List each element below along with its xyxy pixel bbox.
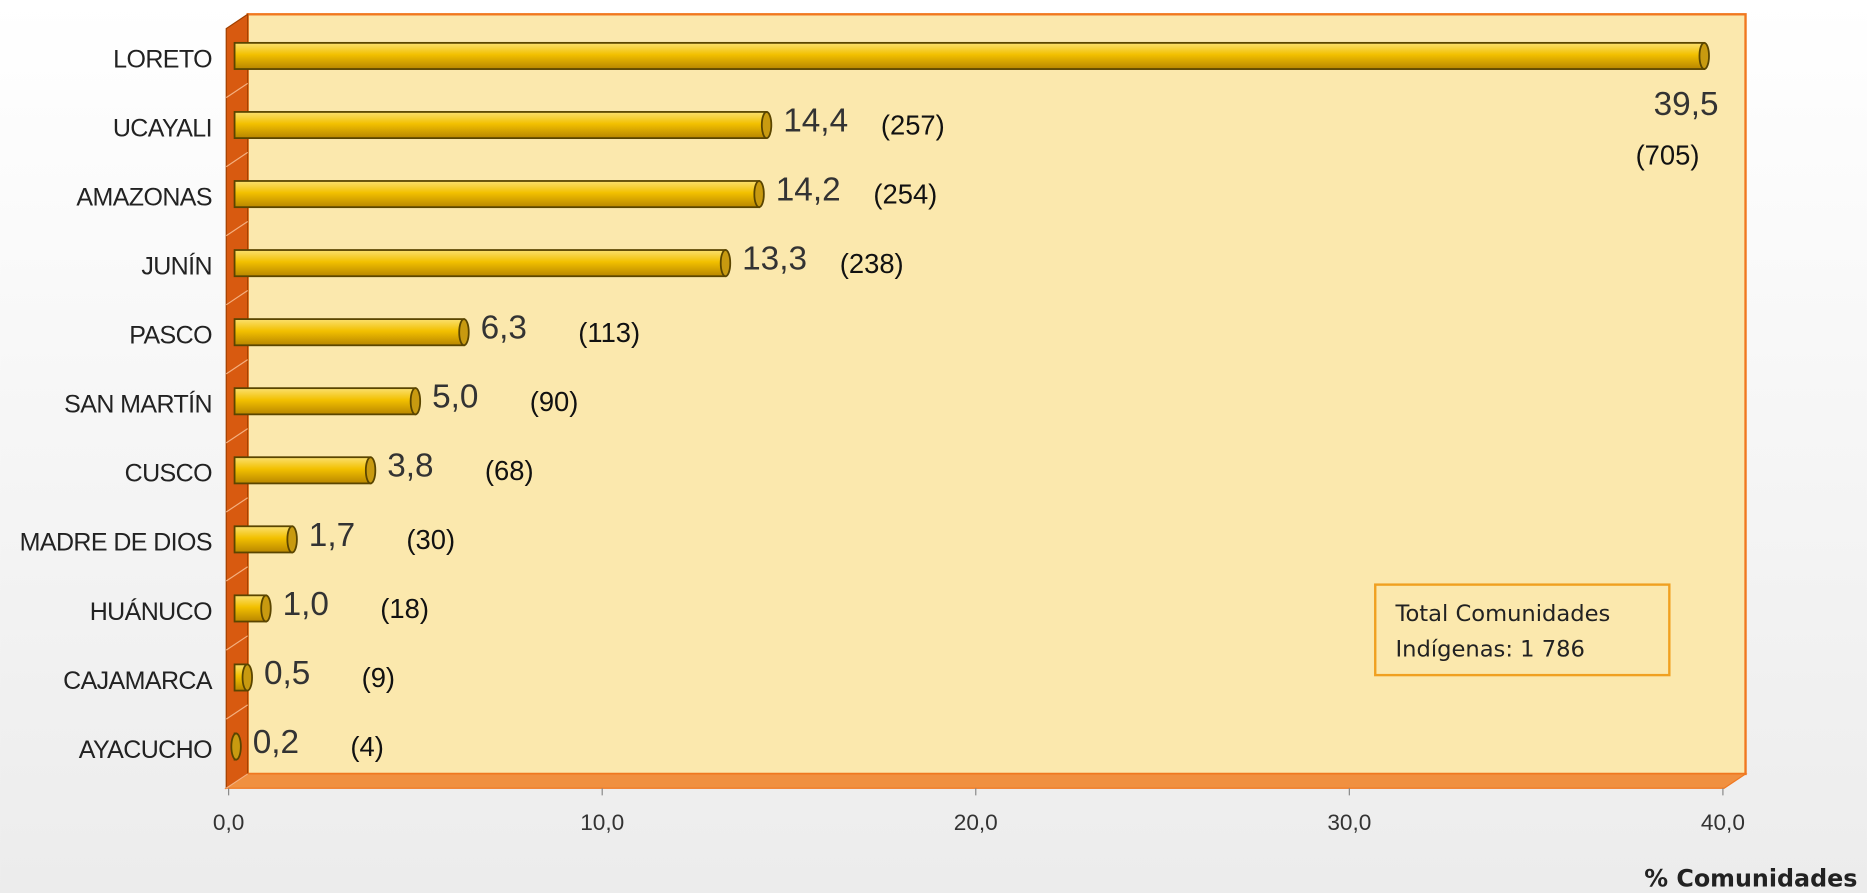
y-tick-label: AYACUCHO — [79, 736, 212, 764]
count-label: (254) — [873, 179, 937, 210]
value-label: 14,4 — [783, 102, 848, 139]
x-axis-label: % Comunidades — [1644, 864, 1857, 892]
value-label: 0,5 — [264, 655, 310, 692]
x-tick-label: 30,0 — [1327, 810, 1371, 835]
value-label: 5,0 — [432, 379, 478, 416]
bar — [233, 525, 294, 554]
x-tick-label: 20,0 — [954, 810, 998, 835]
category-tick — [225, 704, 249, 720]
y-tick-label: PASCO — [129, 322, 212, 350]
count-label: (30) — [406, 524, 455, 555]
bar — [233, 180, 760, 209]
category-tick — [225, 359, 249, 375]
category-tick — [225, 635, 249, 651]
x-tick-label: 0,0 — [213, 810, 244, 835]
bar — [233, 111, 768, 140]
y-tick-label: UCAYALI — [113, 114, 212, 142]
y-tick-label: CAJAMARCA — [63, 667, 213, 695]
bar-cap — [719, 249, 732, 278]
y-tick-label: SAN MARTÍN — [64, 390, 212, 419]
x-tick-label: 10,0 — [580, 810, 624, 835]
count-label: (705) — [1636, 139, 1700, 170]
y-tick-label: CUSCO — [125, 460, 212, 488]
annotation-box — [1374, 583, 1671, 677]
value-label: 1,7 — [309, 517, 355, 554]
annotation: Total Comunidades — [1394, 601, 1610, 627]
bar-cap — [753, 180, 765, 209]
bar-cap — [409, 387, 422, 416]
bar-cap — [1698, 41, 1710, 70]
category-tick — [225, 497, 249, 513]
value-label: 0,2 — [253, 724, 299, 761]
count-label: (257) — [881, 110, 945, 141]
floor — [224, 773, 1748, 789]
category-tick — [225, 290, 249, 306]
value-label: 1,0 — [283, 586, 329, 623]
category-tick — [225, 151, 249, 168]
annotation: Indígenas: 1 786 — [1395, 637, 1584, 663]
bar — [233, 41, 1706, 70]
y-tick-label: HUÁNUCO — [90, 597, 212, 626]
bar-cap — [364, 456, 377, 485]
count-label: (9) — [362, 662, 395, 693]
bar-cap — [230, 732, 242, 761]
value-label: 6,3 — [481, 310, 527, 347]
category-tick — [225, 566, 249, 582]
value-label: 39,5 — [1654, 86, 1719, 123]
category-tick — [225, 773, 249, 789]
category-tick — [225, 220, 249, 237]
bar-cap — [760, 111, 773, 140]
y-tick-label: MADRE DE DIOS — [20, 529, 212, 557]
y-tick-label: JUNÍN — [141, 252, 212, 281]
plot-area — [246, 13, 1747, 776]
category-tick — [225, 82, 249, 99]
value-label: 13,3 — [742, 241, 807, 278]
bar — [233, 318, 465, 347]
count-label: (68) — [485, 455, 534, 486]
value-label: 3,8 — [387, 448, 433, 485]
y-tick-label: LORETO — [113, 45, 212, 73]
x-tick-label: 40,0 — [1701, 810, 1745, 835]
bar-cap — [260, 594, 272, 623]
count-label: (90) — [530, 386, 579, 417]
count-label: (113) — [578, 317, 640, 348]
bar-cap — [458, 318, 470, 347]
bar — [233, 456, 372, 485]
bar — [233, 387, 417, 416]
bar-cap — [241, 663, 253, 692]
count-label: (238) — [840, 248, 904, 279]
bar — [233, 249, 727, 278]
value-label: 14,2 — [776, 171, 841, 208]
bar-cap — [286, 525, 298, 554]
count-label: (18) — [380, 593, 429, 624]
count-label: (4) — [350, 731, 383, 762]
category-tick — [225, 428, 249, 444]
y-tick-label: AMAZONAS — [76, 183, 212, 211]
